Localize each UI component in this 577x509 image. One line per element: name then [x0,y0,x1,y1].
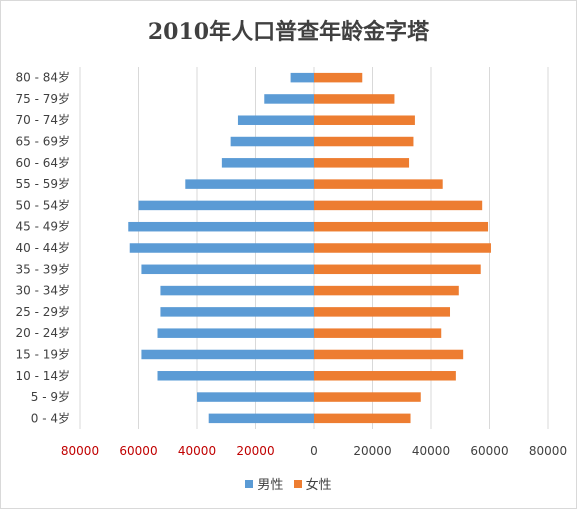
legend-item-female: 女性 [293,474,332,493]
bar-male-8 [129,243,314,253]
category-label-7: 45 - 49岁 [16,219,71,234]
bar-male-6 [138,200,314,211]
category-label-2: 70 - 74岁 [16,112,71,127]
bar-male-10 [160,285,314,296]
bar-male-11 [160,307,314,317]
bar-male-13 [141,349,314,360]
category-label-9: 35 - 39岁 [16,261,71,276]
bar-female-9 [314,264,481,275]
x-tick-label-4: 0 [310,444,318,458]
bar-male-15 [197,392,314,402]
bar-male-3 [230,136,314,147]
x-tick-label-6: 40000 [412,444,450,458]
category-label-4: 60 - 64岁 [16,155,71,170]
legend-label-male: 男性 [257,478,284,493]
bar-female-0 [314,72,363,83]
category-label-12: 20 - 24岁 [16,325,71,340]
legend: 男性 女性 [0,474,577,493]
bar-male-16 [208,413,314,424]
x-tick-label-3: 20000 [236,444,274,458]
bar-male-4 [221,158,314,168]
bar-female-16 [314,413,411,424]
bar-female-13 [314,349,464,360]
x-tick-label-8: 80000 [529,444,567,458]
bar-female-2 [314,115,415,125]
bar-female-4 [314,158,410,168]
chart-title: 2010年人口普查年龄金字塔 [147,19,430,45]
bar-female-15 [314,392,421,402]
bar-female-5 [314,179,443,189]
bar-female-10 [314,285,459,296]
bar-male-5 [185,179,314,189]
legend-swatch-female [293,479,302,488]
category-label-3: 65 - 69岁 [16,134,71,149]
x-tick-label-1: 60000 [119,444,157,458]
bar-female-1 [314,94,395,104]
category-label-1: 75 - 79岁 [16,91,71,106]
category-label-16: 0 - 4岁 [31,410,70,425]
bar-female-14 [314,371,456,381]
bar-male-12 [157,328,314,338]
category-label-5: 55 - 59岁 [16,176,71,191]
category-label-11: 25 - 29岁 [16,304,71,319]
category-label-13: 15 - 19岁 [16,346,71,361]
legend-swatch-male [245,479,254,488]
category-label-10: 30 - 34岁 [16,283,71,298]
x-tick-label-0: 80000 [61,444,99,458]
x-tick-label-2: 40000 [178,444,216,458]
category-label-8: 40 - 44岁 [16,240,71,255]
legend-item-male: 男性 [245,474,283,493]
category-label-14: 10 - 14岁 [16,368,71,383]
x-tick-label-5: 20000 [353,444,391,458]
bar-female-11 [314,307,451,317]
bar-female-8 [314,243,491,253]
category-label-15: 5 - 9岁 [31,389,70,404]
bar-male-9 [141,264,314,275]
x-tick-label-7: 60000 [470,444,508,458]
category-label-6: 50 - 54岁 [16,197,71,212]
bar-male-1 [264,94,314,104]
bar-female-12 [314,328,442,338]
bar-male-7 [128,221,314,232]
bar-female-3 [314,136,414,147]
legend-label-female: 女性 [305,478,332,493]
category-label-0: 80 - 84岁 [16,70,71,85]
bar-male-0 [290,72,314,83]
bar-female-7 [314,221,489,232]
bar-male-2 [237,115,314,125]
bar-male-14 [157,371,314,381]
bar-female-6 [314,200,483,211]
